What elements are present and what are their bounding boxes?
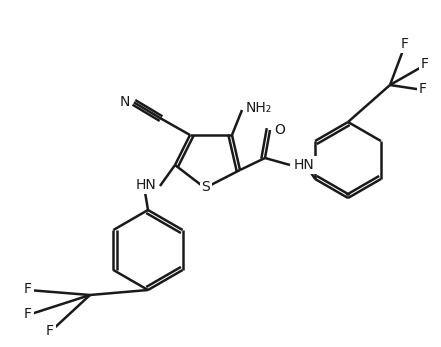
Text: F: F: [421, 57, 429, 71]
Text: HN: HN: [294, 158, 315, 172]
Text: NH₂: NH₂: [246, 101, 272, 115]
Text: N: N: [120, 95, 130, 109]
Text: F: F: [46, 324, 54, 338]
Text: F: F: [24, 307, 32, 321]
Text: S: S: [202, 180, 210, 194]
Text: O: O: [275, 123, 285, 137]
Text: HN: HN: [135, 178, 156, 192]
Text: F: F: [401, 37, 409, 51]
Text: F: F: [419, 82, 427, 96]
Text: F: F: [24, 282, 32, 296]
